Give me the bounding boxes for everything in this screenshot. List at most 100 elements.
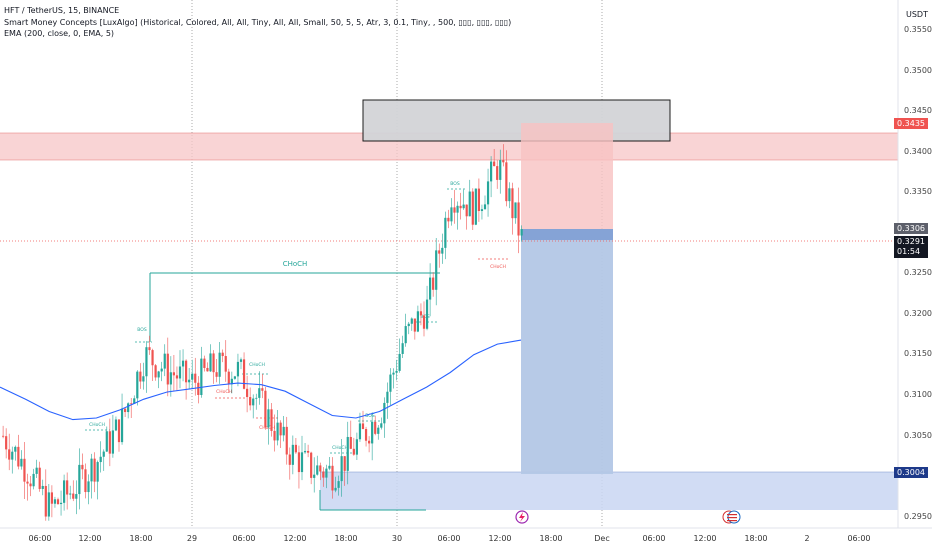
candle-body (96, 462, 99, 482)
time-tick: 06:00 (232, 534, 256, 543)
candle-body (148, 347, 151, 351)
position-target-area[interactable] (521, 229, 613, 474)
candle-body (325, 468, 328, 478)
candle-body (38, 467, 41, 489)
candle-body (441, 247, 444, 254)
price-tick: 0.2950 (904, 512, 932, 521)
candle-body (425, 299, 429, 329)
candle-body (474, 188, 477, 225)
candle-body (23, 458, 26, 482)
candle-body (264, 390, 267, 428)
candle-body (282, 426, 285, 436)
candle-body (145, 347, 148, 377)
bos-label: BOS (365, 413, 375, 419)
candle-body (459, 205, 462, 209)
candle-body (32, 473, 35, 487)
candle-body (462, 204, 465, 209)
candle-body (169, 372, 172, 385)
candle-body (486, 181, 490, 205)
choch-label: CHoCH (283, 260, 308, 268)
price-tick: 0.3200 (904, 309, 932, 318)
symbol-title[interactable]: HFT / TetherUS, 15, BINANCE (4, 6, 120, 15)
candle-body (242, 359, 246, 389)
candle-body (407, 323, 410, 327)
ema-indicator-legend[interactable]: EMA (200, close, 0, EMA, 5) (4, 29, 115, 38)
candle-body (328, 465, 331, 469)
candle-body (322, 471, 325, 478)
demand-zone[interactable] (320, 472, 898, 510)
rectangle-drawing[interactable] (362, 99, 671, 142)
candle-body (255, 397, 258, 399)
candle-body (194, 373, 197, 383)
candle-body (337, 481, 340, 488)
time-tick: 18:00 (334, 534, 358, 543)
candle-body (209, 353, 212, 372)
candle-body (398, 353, 401, 371)
candle-body (313, 474, 316, 478)
candle-body (297, 452, 301, 473)
candle-body (163, 353, 166, 369)
price-tick: 0.3500 (904, 66, 932, 75)
time-tick: 12:00 (78, 534, 102, 543)
price-tick: 0.3250 (904, 268, 932, 277)
candle-body (432, 277, 435, 290)
price-tick: 0.3450 (904, 106, 932, 115)
candle-body (66, 480, 69, 495)
candle-body (114, 419, 118, 431)
candle-body (93, 458, 96, 482)
candle-body (154, 365, 157, 378)
candle-body (160, 368, 163, 372)
candle-body (59, 502, 63, 505)
candle-body (285, 426, 288, 455)
candle-body (346, 436, 349, 471)
candle-body (75, 494, 78, 499)
candle-body (133, 398, 136, 404)
choch-small-label: CHoCH (259, 425, 275, 431)
candle-body (261, 388, 264, 391)
current-price-value: 0.3291 (897, 237, 925, 246)
candle-body (178, 366, 182, 379)
position-stop-area[interactable] (521, 123, 613, 229)
candle-body (447, 217, 450, 222)
time-tick: 30 (391, 534, 403, 543)
position-entry-line[interactable] (521, 229, 613, 240)
candle-body (105, 431, 108, 452)
chart-legend[interactable]: HFT / TetherUS, 15, BINANCE Smart Money … (4, 5, 511, 40)
candle-body (157, 371, 160, 378)
us-flag-icon[interactable] (722, 510, 741, 524)
candle-body (249, 397, 252, 406)
candle-body (212, 353, 215, 373)
candle-body (392, 372, 395, 375)
candle-body (181, 360, 185, 367)
candle-body (69, 493, 72, 495)
candle-body (273, 430, 276, 441)
candle-body (20, 458, 23, 467)
candle-body (239, 359, 243, 362)
candle-body (380, 423, 383, 428)
smc-indicator-legend[interactable]: Smart Money Concepts [LuxAlgo] (Historic… (4, 17, 512, 27)
candle-body (453, 207, 456, 213)
candle-body (511, 188, 514, 219)
lightning-icon[interactable] (515, 510, 529, 524)
time-tick: 18:00 (744, 534, 768, 543)
time-tick: 12:00 (488, 534, 512, 543)
candle-body (78, 464, 81, 495)
time-tick: Dec (594, 534, 610, 543)
candle-body (444, 217, 447, 248)
time-tick: 06:00 (642, 534, 666, 543)
candle-body (136, 371, 139, 399)
candle-body (47, 492, 50, 517)
candle-body (233, 376, 236, 379)
candle-body (377, 427, 380, 434)
candle-body (480, 209, 484, 212)
choch-small-label: CHoCH (332, 445, 348, 451)
candle-body (422, 315, 426, 329)
candle-body (374, 421, 377, 434)
candle-body (316, 465, 319, 475)
price-tick: 0.3050 (904, 431, 932, 440)
candle-body (352, 448, 355, 455)
candle-body (53, 499, 57, 504)
candle-body (395, 370, 398, 373)
currency-label[interactable]: USDT (906, 10, 928, 19)
